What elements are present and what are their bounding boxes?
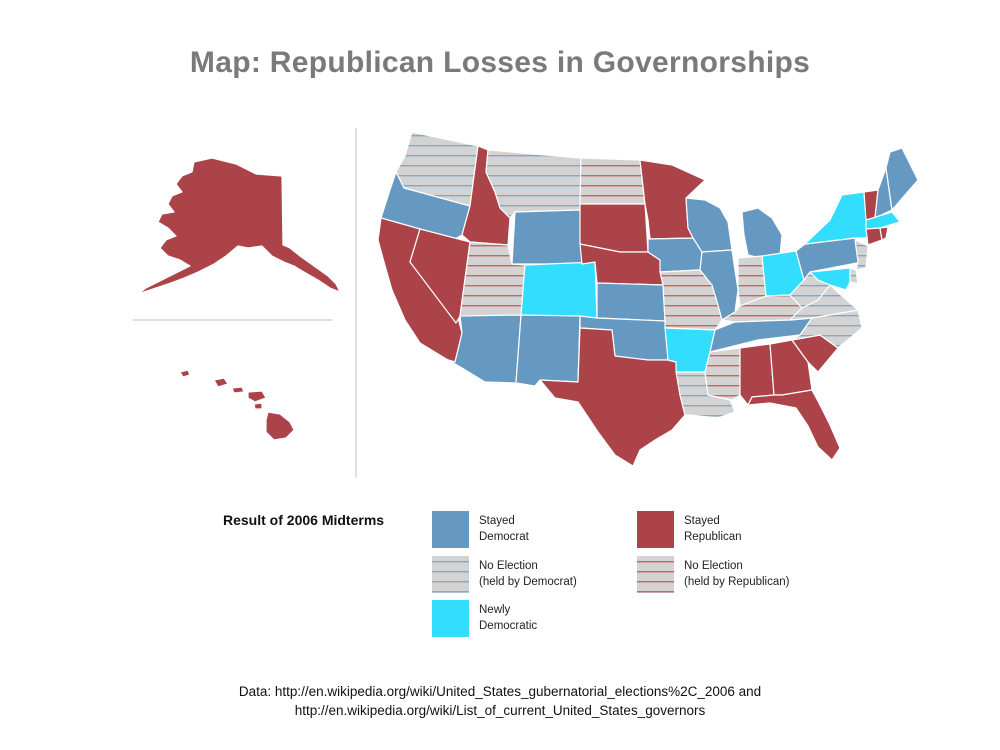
state-NY (804, 191, 869, 245)
state-TX (539, 327, 686, 467)
legend-swatch-newly-democratic (432, 600, 469, 637)
legend-item-no-election-democrat: No Election (held by Democrat) (432, 556, 577, 593)
legend-label-stayed-republican: Stayed Republican (684, 515, 742, 543)
legend-item-stayed-democrat: Stayed Democrat (432, 511, 529, 548)
page-title: Map: Republican Losses in Governorships (189, 46, 811, 79)
state-FL (747, 389, 841, 461)
legend-item-stayed-republican: Stayed Republican (637, 511, 742, 548)
state-MT (485, 149, 582, 219)
footnote-line-2: http://en.wikipedia.org/wiki/List_of_cur… (294, 703, 706, 718)
state-SD (579, 203, 649, 253)
state-NV (409, 228, 471, 324)
state-CT (865, 227, 883, 246)
legend-swatch-no-election-republican (637, 556, 674, 593)
legend-item-no-election-republican: No Election (held by Republican) (637, 556, 789, 593)
state-WY (511, 209, 583, 265)
legend-label-stayed-democrat: Stayed Democrat (479, 515, 529, 543)
legend-label-no-election-democrat: No Election (held by Democrat) (479, 560, 577, 588)
state-ME (885, 147, 919, 211)
state-OR (380, 171, 471, 240)
legend-swatch-stayed-democrat (432, 511, 469, 548)
state-MA (865, 211, 901, 230)
state-CO (520, 261, 598, 319)
state-NJ (854, 239, 869, 271)
state-HI (179, 369, 295, 441)
legend-swatch-no-election-democrat (432, 556, 469, 593)
state-KS (596, 282, 666, 322)
legend-title: Result of 2006 Midterms (223, 512, 385, 528)
state-NM (515, 314, 581, 387)
legend-label-newly-democratic: Newly Democratic (479, 604, 538, 632)
state-MD (809, 267, 851, 291)
legend-label-no-election-republican: No Election (held by Republican) (684, 560, 790, 588)
state-MI (741, 207, 783, 259)
state-ND (579, 157, 646, 205)
state-RI (879, 226, 889, 241)
footnote-line-1: Data: http://en.wikipedia.org/wiki/Unite… (238, 684, 762, 699)
state-MS (704, 347, 741, 401)
data-source-footnote: Data: http://en.wikipedia.org/wiki/Unite… (0, 682, 1000, 720)
state-AK (137, 157, 341, 295)
legend-item-newly-democratic: Newly Democratic (432, 600, 537, 637)
legend-swatch-stayed-republican (637, 511, 674, 548)
